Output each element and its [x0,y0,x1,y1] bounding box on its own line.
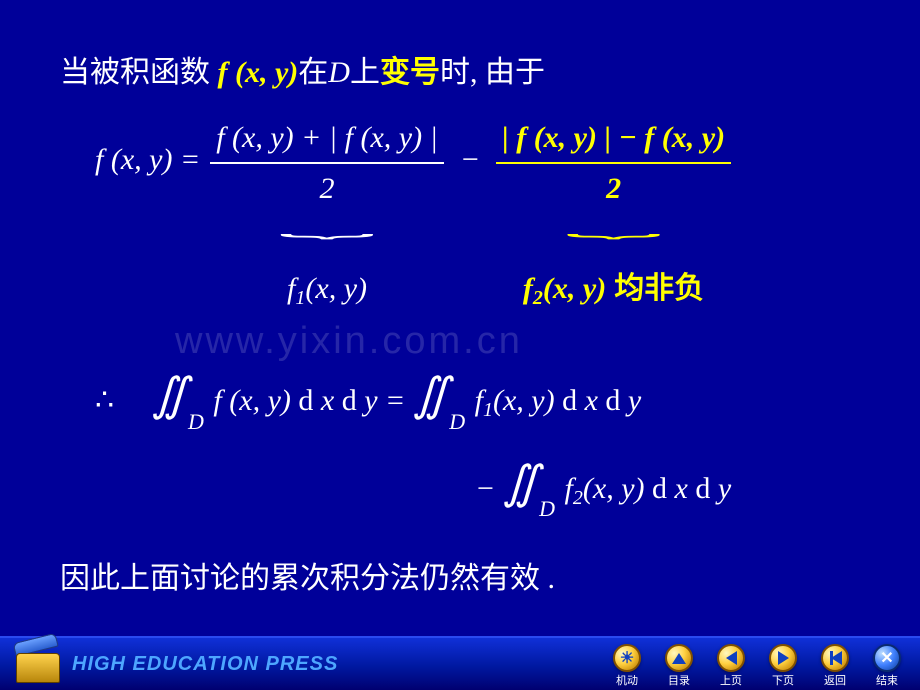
int-rhs2: f2(x, y) d x d y [547,472,732,505]
therefore-symbol: ∴ [95,384,114,417]
minus-sign: − [475,472,495,505]
sun-icon: ☀ [613,644,641,672]
fraction-1-wrap: f (x, y) + | f (x, y) | 2 ⏟ f1(x, y) [210,115,444,311]
double-integral-icon: ∬D [152,351,188,438]
eq-lhs: f (x, y) = [95,115,200,182]
f2-label: f2(x, y)均非负 [523,266,704,311]
frac1-num: f (x, y) + | f (x, y) | [210,115,444,162]
nav-fanhui[interactable]: 返回 [816,644,854,688]
double-integral-icon: ∬D [413,351,449,438]
nav-label: 机动 [616,672,638,688]
brace-2: ⏟ f2(x, y)均非负 [523,213,704,311]
main-equation: f (x, y) = f (x, y) + | f (x, y) | 2 ⏟ f… [95,115,880,311]
press-name: HIGH EDUCATION PRESS [72,653,338,676]
double-integral-icon: ∬D [503,439,539,526]
nav-label: 结束 [876,672,898,688]
nav-buttons: ☀ 机动 目录 上页 下页 返回 ✕ 结束 [608,644,906,688]
nonneg-text: 均非负 [614,272,704,305]
right-icon [769,644,797,672]
press-logo-icon [10,629,68,689]
intro-line: 当被积函数 f (x, y)在D上变号时, 由于 [60,50,880,95]
region-D: D [539,488,555,530]
minus-sign: − [460,115,480,182]
text-part: 在 [298,56,328,89]
brace-glyph: ⏟ [269,219,920,233]
text-part: 上 [350,56,380,89]
f1-label: f1(x, y) [287,266,367,311]
nav-xiaye[interactable]: 下页 [764,644,802,688]
region-D: D [188,401,204,443]
left-icon [717,644,745,672]
conclusion-text: 因此上面讨论的累次积分法仍然有效 . [60,556,880,601]
D-symbol: D [328,56,350,89]
text-part: 当被积函数 [60,56,210,89]
up-icon [665,644,693,672]
integral-line-1: ∴ ∬D f (x, y) d x d y = ∬D f1(x, y) d x … [95,351,880,438]
nav-label: 返回 [824,672,846,688]
nav-jieshu[interactable]: ✕ 结束 [868,644,906,688]
nav-label: 上页 [720,672,742,688]
close-icon: ✕ [873,644,901,672]
frac2-num: | f (x, y) | − f (x, y) [496,115,731,162]
fxy-symbol: f (x, y) [210,56,298,89]
integral-line-2: − ∬D f2(x, y) d x d y [475,439,880,526]
text-part: 时, 由于 [440,56,545,89]
frac1-den: 2 [210,162,444,211]
region-D: D [449,401,465,443]
int-rhs1: f1(x, y) d x d y [457,384,642,417]
bianhao: 变号 [380,56,440,89]
integral-equations: ∴ ∬D f (x, y) d x d y = ∬D f1(x, y) d x … [95,351,880,526]
int-lhs: f (x, y) d x d y = [195,384,412,417]
frac2-den: 2 [496,162,731,211]
footer-bar: HIGH EDUCATION PRESS ☀ 机动 目录 上页 下页 返回 ✕ … [0,636,920,690]
return-icon [821,644,849,672]
slide-content: 当被积函数 f (x, y)在D上变号时, 由于 f (x, y) = f (x… [0,0,920,601]
fraction-2: | f (x, y) | − f (x, y) 2 [496,115,731,211]
nav-label: 下页 [772,672,794,688]
nav-mulu[interactable]: 目录 [660,644,698,688]
nav-shangye[interactable]: 上页 [712,644,750,688]
fraction-1: f (x, y) + | f (x, y) | 2 [210,115,444,211]
fraction-2-wrap: | f (x, y) | − f (x, y) 2 ⏟ f2(x, y)均非负 [496,115,731,311]
nav-label: 目录 [668,672,690,688]
nav-jidong[interactable]: ☀ 机动 [608,644,646,688]
